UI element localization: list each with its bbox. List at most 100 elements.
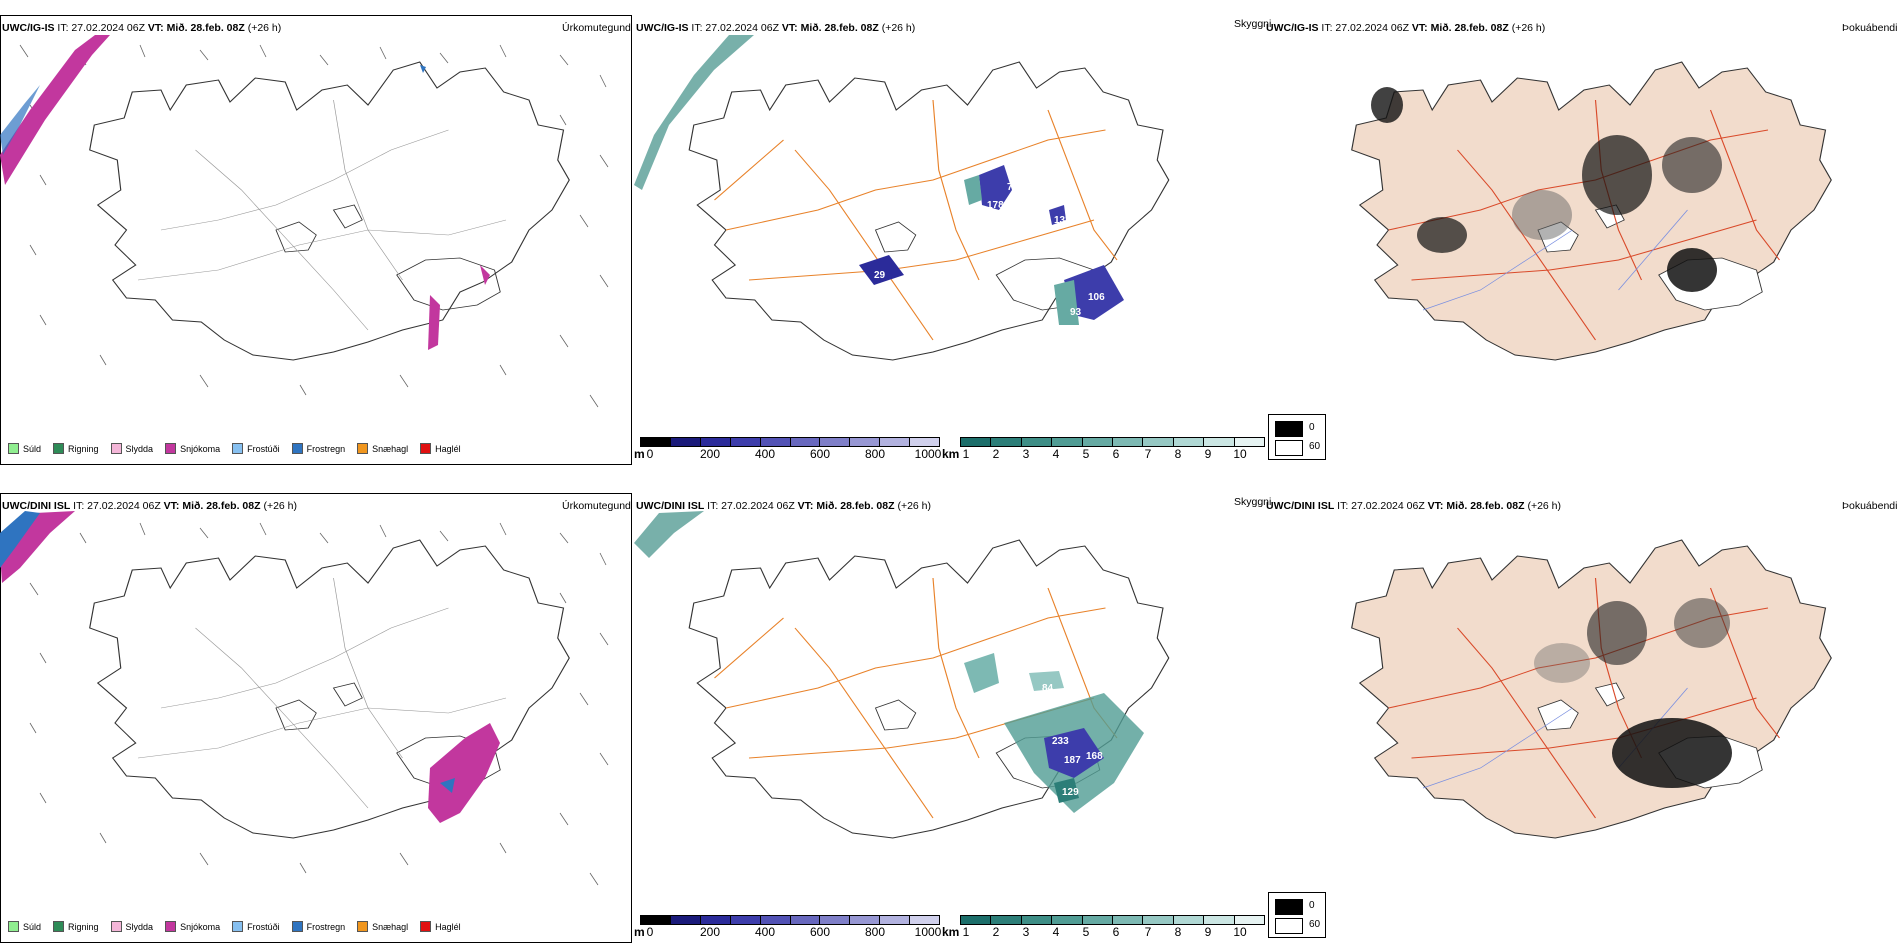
legend-label: Frostregn [306,921,346,932]
fog-panel [1262,15,1900,465]
visibility-colorbar [960,437,1265,447]
visibility-colorbar [960,915,1265,925]
legend-swatch [8,921,19,932]
legend-item: Slydda [110,921,154,932]
valid-time: VT: Mið. 28.feb. 08Z [163,500,261,512]
precip-panel: Súld Rigning Slydda Snjókoma Frostúði Fr… [0,15,632,465]
ceiling-tick: 800 [864,447,886,461]
legend-label: Snæhagl [372,443,409,454]
vis-tick: 5 [1082,447,1090,461]
ceiling-tick: 600 [809,447,831,461]
legend-swatch [420,443,432,454]
header-precip: UWC/IG-IS IT: 27.02.2024 06Z VT: Mið. 28… [2,22,281,34]
legend-swatch [165,921,177,932]
map-label: 84 [1042,683,1054,694]
vis-map [634,35,1170,361]
fog-swatch-light [1275,440,1303,456]
ceiling-tick: 0 [646,447,654,461]
title-precip: Úrkomutegund [562,22,631,34]
legend-label: Súld [23,921,42,932]
vis-tick: 8 [1174,925,1182,939]
fog-legend-value: 0 [1309,900,1315,911]
legend-item: Frostregn [291,921,346,932]
vis-tick: 10 [1233,447,1247,461]
vis-tick: 5 [1082,925,1090,939]
visibility-unit: km [942,925,960,939]
map-label: 138 [1054,215,1071,226]
row-0: Súld Rigning Slydda Snjókoma Frostúði Fr… [0,0,1900,470]
row-1: Súld Rigning Slydda Snjókoma Frostúði Fr… [0,478,1900,948]
ceiling-tick: 600 [809,925,831,939]
valid-time: VT: Mið. 28.feb. 08Z [147,22,245,34]
lead-time: (+26 h) [881,22,916,34]
fog-legend: 0 60 [1268,892,1326,938]
legend-swatch [110,443,122,454]
precip-legend: Súld Rigning Slydda Snjókoma Frostúði Fr… [8,921,473,932]
legend-label: Súld [23,443,42,454]
map-label: 187 [1064,755,1081,766]
fog-legend-value: 60 [1309,441,1321,452]
fog-swatch-dark [1275,899,1303,915]
legend-label: Slydda [125,921,154,932]
model-name: UWC/DINI ISL [2,500,71,512]
title-vis: Skyggni [1234,18,1272,30]
valid-time: VT: Mið. 28.feb. 08Z [1427,500,1525,512]
init-time: IT: 27.02.2024 06Z [707,500,795,512]
map-label: 168 [1086,751,1103,762]
header-fog: UWC/IG-IS IT: 27.02.2024 06Z VT: Mið. 28… [1266,22,1545,34]
precip-panel: Súld Rigning Slydda Snjókoma Frostúði Fr… [0,493,632,943]
lead-time: (+26 h) [1511,22,1546,34]
map-label: 233 [1052,736,1069,747]
map-label: 93 [1070,307,1082,318]
lead-time: (+26 h) [247,22,282,34]
legend-swatch [232,443,244,454]
vis-tick: 4 [1052,925,1060,939]
wind-barbs [19,44,609,408]
legend-swatch [291,443,303,454]
ceiling-unit: m [634,925,645,939]
legend-item: Haglél [420,443,461,454]
vis-tick: 9 [1204,447,1212,461]
fog-legend-value: 0 [1309,422,1315,433]
legend-label: Snæhagl [372,921,409,932]
vis-panel: 77 178 138 29 106 93 [634,15,1234,465]
model-name: UWC/IG-IS [636,22,689,34]
ceiling-colorbar [640,915,940,925]
legend-swatch [232,921,244,932]
legend-label: Slydda [125,443,154,454]
ceiling-tick: 400 [754,447,776,461]
map-label: 29 [874,270,886,281]
legend-swatch [165,443,177,454]
vis-tick: 1 [962,925,970,939]
map-label: 77 [1007,182,1019,193]
legend-label: Rigning [68,921,99,932]
legend-item: Haglél [420,921,461,932]
vis-tick: 10 [1233,925,1247,939]
legend-item: Snjókoma [165,921,220,932]
fog-legend-value: 60 [1309,919,1321,930]
legend-swatch [110,921,122,932]
precip-legend: Súld Rigning Slydda Snjókoma Frostúði Fr… [8,443,473,454]
legend-label: Snjókoma [180,443,221,454]
vis-tick: 6 [1112,925,1120,939]
fog-legend: 0 60 [1268,414,1326,460]
model-name: UWC/DINI ISL [636,500,705,512]
legend-swatch [357,921,369,932]
init-time: IT: 27.02.2024 06Z [691,22,779,34]
init-time: IT: 27.02.2024 06Z [1337,500,1425,512]
ceiling-tick: 200 [699,447,721,461]
legend-item: Rigning [53,921,99,932]
legend-swatch [420,921,432,932]
model-name: UWC/IG-IS [1266,22,1319,34]
legend-label: Frostúði [247,443,280,454]
ceiling-tick: 1000 [914,447,942,461]
legend-item: Snæhagl [357,443,408,454]
legend-item: Snæhagl [357,921,408,932]
legend-swatch [53,443,65,454]
fog-map [1351,539,1832,839]
header-vis: UWC/DINI ISL IT: 27.02.2024 06Z VT: Mið.… [636,500,931,512]
legend-item: Súld [8,443,41,454]
title-fog: Þokuábendi [1842,500,1898,512]
ceiling-tick: 1000 [914,925,942,939]
header-precip: UWC/DINI ISL IT: 27.02.2024 06Z VT: Mið.… [2,500,297,512]
